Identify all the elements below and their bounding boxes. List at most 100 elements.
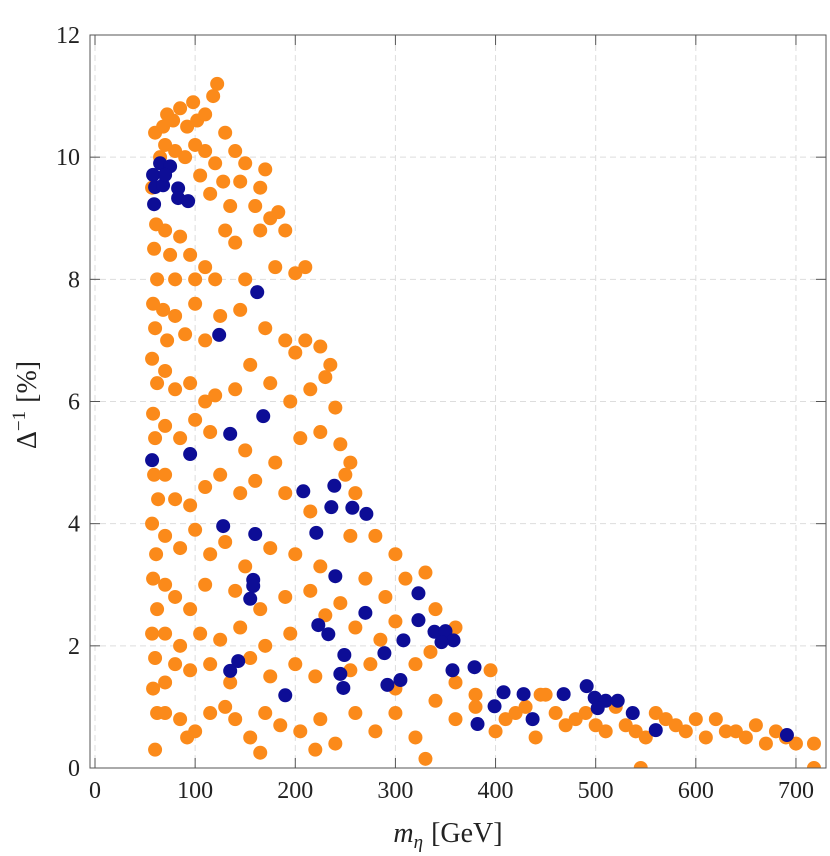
point	[328, 736, 343, 751]
point	[253, 745, 268, 760]
point	[146, 406, 161, 421]
point	[728, 724, 743, 739]
point	[308, 742, 323, 757]
point	[468, 687, 483, 702]
point	[198, 577, 213, 592]
point	[628, 724, 643, 739]
point	[253, 602, 268, 617]
point	[396, 633, 411, 648]
point	[243, 651, 258, 666]
point	[556, 687, 571, 702]
point	[147, 467, 162, 482]
point	[324, 500, 339, 515]
points	[145, 76, 821, 768]
point	[243, 730, 258, 745]
point	[228, 235, 243, 250]
point	[518, 699, 533, 714]
point	[150, 376, 165, 391]
point	[428, 602, 443, 617]
point	[158, 167, 173, 182]
point	[343, 455, 358, 470]
point	[145, 351, 160, 366]
point	[156, 178, 171, 193]
point	[158, 675, 173, 690]
point	[168, 308, 183, 323]
point	[208, 156, 223, 171]
point	[758, 736, 773, 751]
point	[625, 706, 640, 721]
point	[590, 701, 605, 716]
point	[268, 260, 283, 275]
point	[788, 736, 803, 751]
point	[233, 486, 248, 501]
x-tick-label: 600	[678, 778, 714, 804]
point	[210, 76, 225, 91]
point	[228, 583, 243, 598]
point	[158, 363, 173, 378]
point	[313, 425, 328, 440]
point	[308, 669, 323, 684]
point	[168, 272, 183, 287]
point	[198, 394, 213, 409]
point	[313, 339, 328, 354]
point	[446, 633, 461, 648]
point	[145, 516, 160, 531]
point	[151, 492, 166, 507]
point	[168, 657, 183, 672]
point	[188, 296, 203, 311]
point	[298, 260, 313, 275]
point	[208, 388, 223, 403]
point	[548, 706, 563, 721]
point	[233, 620, 248, 635]
point	[445, 663, 460, 678]
point	[368, 724, 383, 739]
x-label-unit: [GeV]	[431, 818, 503, 849]
point	[318, 608, 333, 623]
point	[411, 586, 426, 601]
point	[313, 559, 328, 574]
point	[348, 486, 363, 501]
point	[231, 654, 246, 669]
point	[779, 728, 794, 743]
point	[345, 500, 360, 515]
point	[213, 467, 228, 482]
point	[148, 431, 163, 446]
point	[467, 660, 482, 675]
point	[147, 197, 162, 212]
point	[418, 751, 433, 766]
point	[188, 412, 203, 427]
point	[668, 718, 683, 733]
point	[388, 706, 403, 721]
point	[516, 687, 531, 702]
point	[448, 712, 463, 727]
point	[186, 95, 201, 110]
x-label-main: m	[393, 818, 413, 849]
point	[248, 199, 263, 214]
point	[533, 687, 548, 702]
point	[168, 492, 183, 507]
point	[411, 613, 426, 628]
point	[508, 706, 523, 721]
point	[206, 89, 221, 104]
x-tick-label: 100	[177, 778, 213, 804]
point	[178, 327, 193, 342]
point	[408, 657, 423, 672]
point	[278, 589, 293, 604]
point	[258, 162, 273, 177]
point	[198, 260, 213, 275]
point	[588, 718, 603, 733]
point	[688, 712, 703, 727]
point	[343, 528, 358, 543]
point	[337, 647, 352, 662]
point	[158, 418, 173, 433]
point	[525, 712, 540, 727]
point	[658, 712, 673, 727]
point	[283, 626, 298, 641]
point	[498, 712, 513, 727]
point	[303, 583, 318, 598]
point	[380, 677, 395, 692]
point	[203, 547, 218, 562]
y-tick-label: 10	[56, 145, 80, 171]
point	[633, 761, 648, 768]
